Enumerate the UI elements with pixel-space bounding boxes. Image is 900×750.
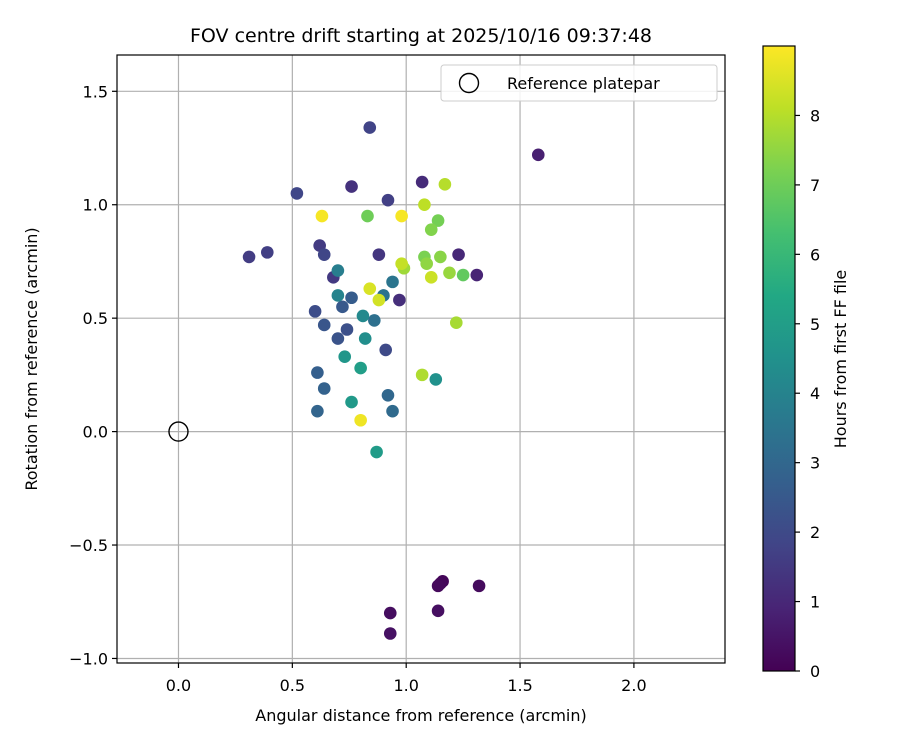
- data-point: [472, 579, 486, 593]
- colorbar-tick-label: 1: [810, 593, 820, 612]
- data-point: [452, 248, 465, 261]
- data-point: [418, 198, 431, 212]
- legend-box: [440, 64, 718, 102]
- x-tick-label: 1.5: [507, 676, 532, 695]
- chart-title: FOV centre drift starting at 2025/10/16 …: [190, 25, 652, 47]
- data-point: [415, 175, 429, 189]
- data-point: [368, 314, 381, 327]
- data-point: [290, 187, 304, 200]
- data-point: [317, 318, 331, 332]
- data-point: [372, 248, 386, 261]
- y-tick-label: −0.5: [69, 536, 108, 555]
- data-point: [379, 343, 393, 357]
- x-tick-label: 0.0: [166, 676, 191, 695]
- colorbar-tick-label: 0: [810, 662, 820, 681]
- x-axis-ticks: 0.0 0.5 1.0 1.5 2.0: [166, 663, 647, 695]
- y-tick-label: 0.5: [83, 309, 108, 328]
- data-point: [317, 382, 331, 395]
- data-point: [345, 395, 358, 409]
- y-tick-label: 0.0: [83, 423, 108, 442]
- colorbar-tick-label: 3: [810, 454, 820, 473]
- x-axis-label: Angular distance from reference (arcmin): [255, 706, 586, 725]
- data-point: [470, 268, 484, 282]
- y-tick-label: −1.0: [69, 649, 108, 668]
- colorbar-tick-label: 5: [810, 315, 820, 334]
- data-point: [381, 388, 395, 402]
- data-point: [345, 180, 358, 193]
- data-point: [431, 604, 445, 618]
- colorbar-tick-label: 2: [810, 523, 820, 542]
- data-point: [311, 366, 324, 379]
- data-point: [386, 404, 399, 418]
- data-point: [340, 323, 354, 336]
- data-point: [338, 350, 352, 364]
- data-point: [434, 250, 447, 264]
- data-point: [429, 373, 443, 386]
- y-axis-ticks: −1.0 −0.5 0.0 0.5 1.0 1.5: [69, 82, 117, 668]
- data-point: [331, 264, 345, 277]
- data-point: [372, 293, 386, 307]
- data-point: [363, 282, 377, 295]
- data-point: [383, 627, 397, 640]
- data-point: [354, 361, 367, 375]
- x-tick-label: 0.5: [280, 676, 305, 695]
- legend: Reference platepar: [440, 64, 718, 102]
- data-point: [363, 121, 377, 134]
- data-point: [354, 413, 367, 427]
- data-point: [308, 305, 322, 318]
- data-point: [431, 579, 445, 593]
- colorbar-tick-label: 4: [810, 384, 820, 403]
- data-point: [260, 246, 274, 259]
- data-point: [242, 250, 256, 264]
- data-point: [393, 293, 406, 307]
- grid-lines: [117, 55, 725, 663]
- legend-entry-reference: Reference platepar: [507, 74, 660, 93]
- data-point: [331, 332, 345, 345]
- data-point: [456, 268, 470, 282]
- data-point: [531, 148, 545, 162]
- x-tick-label: 2.0: [621, 676, 646, 695]
- data-point: [317, 248, 331, 261]
- data-point: [431, 214, 445, 227]
- data-point: [415, 368, 429, 382]
- data-point: [315, 209, 329, 223]
- colorbar-ticks: 0 1 2 3 4 5 6 7 8: [795, 106, 820, 681]
- y-axis-label: Rotation from reference (arcmin): [22, 227, 41, 490]
- data-point: [420, 257, 433, 271]
- data-point: [443, 266, 456, 280]
- data-point: [345, 291, 358, 305]
- data-point: [331, 289, 345, 302]
- legend-open-circle-icon: [458, 72, 480, 94]
- data-point: [449, 316, 463, 330]
- data-point: [395, 209, 408, 223]
- data-points: [242, 121, 545, 640]
- data-point: [424, 271, 438, 284]
- data-point: [336, 300, 349, 314]
- data-point: [424, 223, 438, 236]
- data-point: [370, 445, 383, 459]
- data-point: [358, 332, 372, 345]
- x-tick-label: 1.0: [393, 676, 418, 695]
- data-point: [361, 209, 374, 223]
- colorbar-tick-label: 8: [810, 106, 820, 125]
- data-point: [383, 606, 397, 620]
- y-tick-label: 1.0: [83, 196, 108, 215]
- data-point: [438, 178, 452, 191]
- colorbar-label: Hours from first FF file: [831, 270, 850, 449]
- data-point: [381, 193, 395, 207]
- colorbar-tick-label: 7: [810, 176, 820, 195]
- data-point: [386, 275, 399, 289]
- reference-point: [168, 421, 189, 442]
- data-point: [356, 309, 370, 323]
- colorbar-tick-label: 6: [810, 245, 820, 264]
- data-point: [395, 257, 408, 271]
- colorbar: [762, 45, 796, 672]
- plot-frame: [116, 54, 726, 664]
- reference-marker-layer: [168, 421, 189, 442]
- data-point: [311, 404, 324, 418]
- y-tick-label: 1.5: [83, 82, 108, 101]
